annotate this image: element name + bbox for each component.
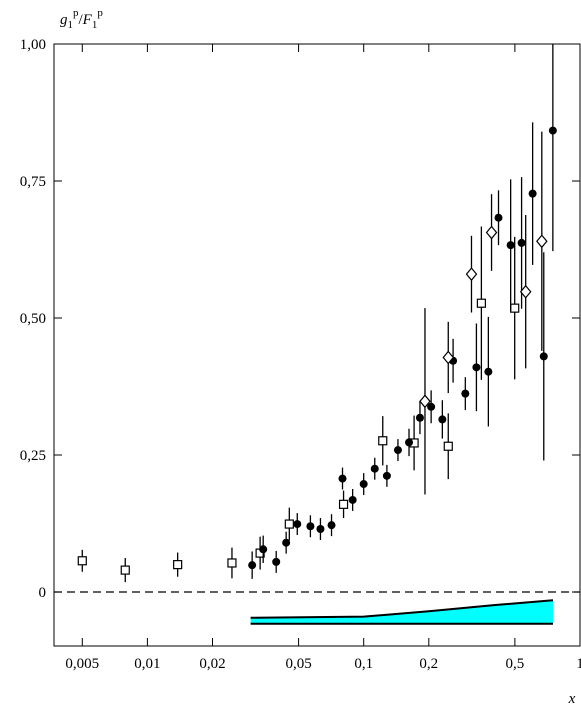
y-axis-label-part: p xyxy=(73,7,79,19)
point xyxy=(476,298,486,308)
point xyxy=(528,189,537,198)
y-axis-label-part: / xyxy=(79,12,84,28)
point xyxy=(77,556,87,566)
point xyxy=(494,213,503,222)
point xyxy=(461,389,470,398)
x-tick-label: 1 xyxy=(576,656,581,672)
point xyxy=(272,557,281,566)
y-axis-label-part: 1 xyxy=(92,19,98,31)
y-axis-label: g1p/F1p xyxy=(60,7,103,31)
y-tick-label: 0,75 xyxy=(20,174,46,190)
point xyxy=(359,480,368,489)
point xyxy=(536,234,548,249)
point xyxy=(348,495,357,504)
point xyxy=(438,415,447,424)
point xyxy=(506,241,515,250)
point xyxy=(485,225,498,240)
plot-frame xyxy=(53,43,581,647)
point xyxy=(227,558,237,568)
point xyxy=(427,402,436,411)
y-tick-label: 1,00 xyxy=(20,37,46,53)
point xyxy=(316,524,325,533)
point xyxy=(419,394,431,409)
y-axis-label-part: 1 xyxy=(68,19,74,31)
point xyxy=(338,474,347,483)
x-tick-label: 0,1 xyxy=(354,656,373,672)
point xyxy=(519,284,532,299)
point xyxy=(327,521,336,530)
y-axis-label-part: F xyxy=(82,12,93,28)
point xyxy=(510,303,520,313)
point xyxy=(442,350,455,365)
point xyxy=(282,538,291,547)
x-tick-label: 0,01 xyxy=(134,656,160,672)
y-tick-label: 0,25 xyxy=(20,448,46,464)
point xyxy=(284,519,294,529)
point xyxy=(465,267,478,282)
point xyxy=(539,352,548,361)
point xyxy=(259,545,268,554)
point xyxy=(405,438,414,447)
point xyxy=(484,367,493,376)
plot-area xyxy=(54,44,580,625)
point xyxy=(173,560,183,570)
point xyxy=(306,522,315,531)
point xyxy=(120,565,130,575)
point xyxy=(517,238,526,247)
point xyxy=(338,499,349,509)
y-tick-label: 0 xyxy=(39,585,47,601)
x-tick-label: 0,005 xyxy=(65,656,99,672)
point xyxy=(370,464,379,473)
x-tick-label: 0,2 xyxy=(419,656,438,672)
point xyxy=(472,363,481,372)
y-axis-label-part: p xyxy=(97,7,103,19)
point xyxy=(443,441,453,451)
point xyxy=(378,436,388,446)
y-axis-label-part: g xyxy=(60,12,68,28)
axes: 0 0,25 0,50 0,75 1,00 0,005 0,01 0,02 0,05 0,1 0,2… xyxy=(20,7,581,707)
point xyxy=(293,520,302,529)
point xyxy=(382,471,391,480)
point xyxy=(393,446,402,455)
point xyxy=(248,561,257,570)
point xyxy=(548,126,557,135)
y-tick-label: 0,50 xyxy=(20,311,46,327)
x-axis-label: x xyxy=(568,691,576,707)
x-tick-label: 0,5 xyxy=(506,656,525,672)
x-tick-label: 0,05 xyxy=(285,656,311,672)
band-upper xyxy=(250,599,554,619)
x-tick-label: 0,02 xyxy=(199,656,225,672)
point xyxy=(415,413,424,422)
